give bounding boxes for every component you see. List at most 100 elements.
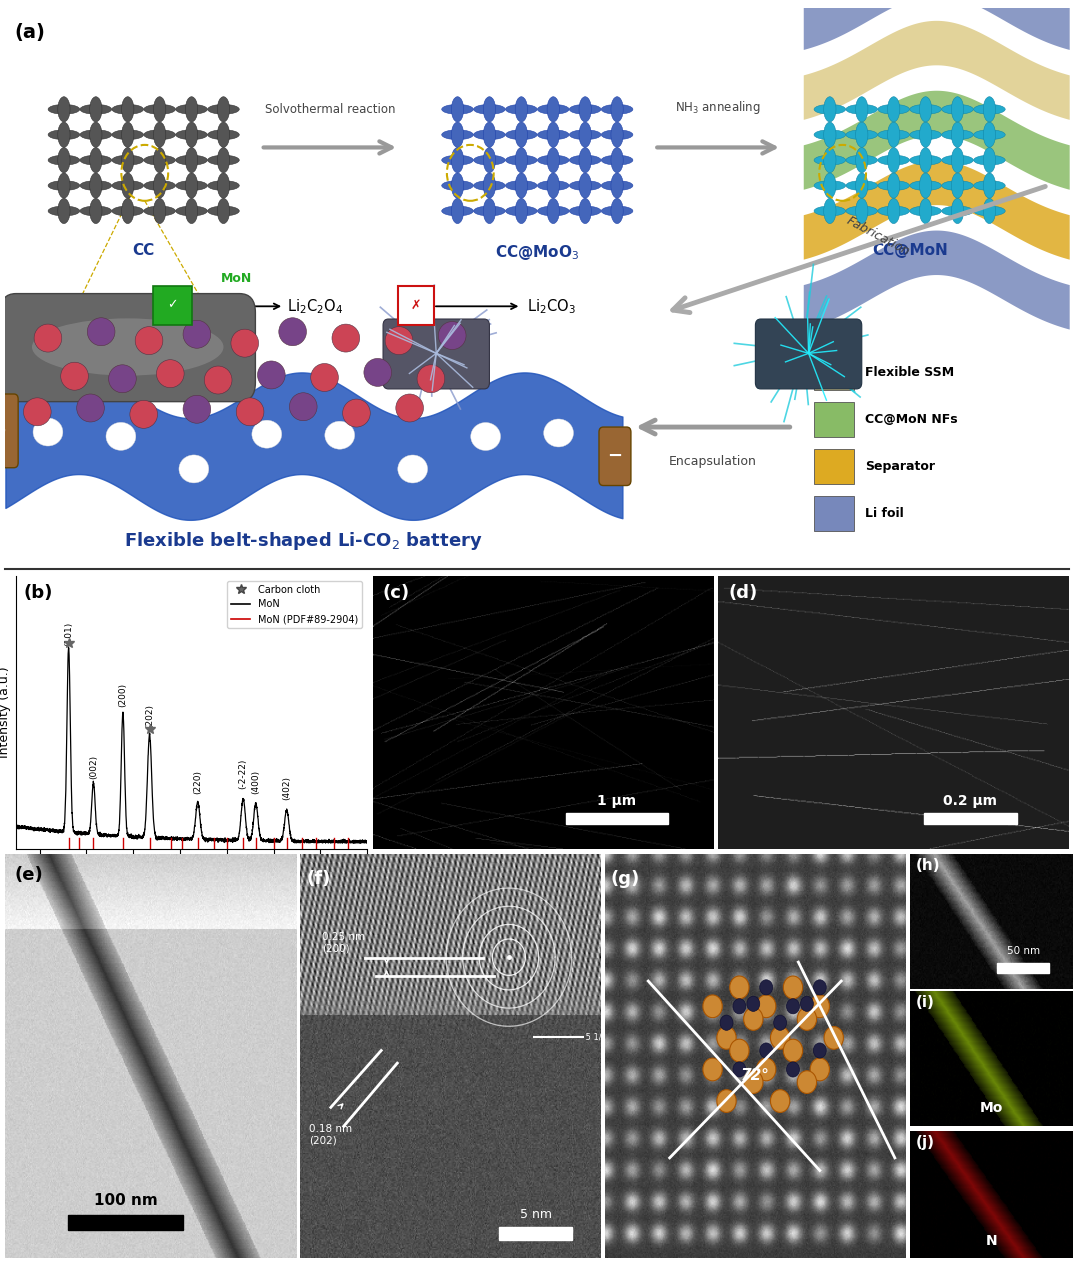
Ellipse shape: [109, 365, 136, 393]
Ellipse shape: [474, 104, 505, 114]
Ellipse shape: [442, 104, 473, 114]
Text: ✓: ✓: [167, 299, 178, 311]
Ellipse shape: [505, 206, 537, 216]
Ellipse shape: [611, 173, 623, 198]
Text: (e): (e): [14, 867, 43, 885]
Ellipse shape: [451, 173, 463, 198]
Ellipse shape: [983, 198, 996, 224]
Text: (j): (j): [916, 1135, 934, 1150]
Ellipse shape: [474, 206, 505, 216]
Ellipse shape: [483, 97, 496, 122]
Ellipse shape: [183, 395, 211, 423]
Ellipse shape: [57, 198, 70, 224]
Text: (400): (400): [252, 769, 260, 793]
Circle shape: [783, 976, 802, 999]
Circle shape: [733, 999, 746, 1014]
Text: CC: CC: [133, 243, 154, 258]
FancyBboxPatch shape: [0, 294, 255, 402]
Text: 0.18 nm
(202): 0.18 nm (202): [309, 1124, 352, 1145]
Text: −: −: [607, 447, 622, 465]
Text: Fabrication: Fabrication: [843, 215, 912, 258]
Text: (b): (b): [24, 583, 53, 602]
Ellipse shape: [909, 206, 942, 216]
FancyBboxPatch shape: [599, 427, 631, 486]
Ellipse shape: [207, 155, 240, 165]
Ellipse shape: [112, 180, 144, 191]
Circle shape: [783, 1040, 802, 1061]
Ellipse shape: [153, 173, 166, 198]
Ellipse shape: [451, 122, 463, 147]
Ellipse shape: [397, 455, 428, 483]
Ellipse shape: [569, 155, 600, 165]
Ellipse shape: [919, 147, 932, 173]
Ellipse shape: [204, 366, 232, 394]
Ellipse shape: [814, 130, 846, 140]
Circle shape: [786, 999, 799, 1014]
Ellipse shape: [49, 104, 80, 114]
Ellipse shape: [888, 173, 900, 198]
Ellipse shape: [824, 97, 836, 122]
Circle shape: [813, 1043, 826, 1057]
Text: Encapsulation: Encapsulation: [669, 455, 757, 468]
Ellipse shape: [144, 180, 175, 191]
Circle shape: [810, 1057, 829, 1080]
Ellipse shape: [855, 173, 868, 198]
Circle shape: [770, 1027, 789, 1050]
Ellipse shape: [49, 180, 80, 191]
Ellipse shape: [207, 130, 240, 140]
X-axis label: 2-theta (degree): 2-theta (degree): [140, 874, 243, 887]
Text: Li$_2$CO$_3$: Li$_2$CO$_3$: [527, 297, 576, 315]
Ellipse shape: [217, 147, 230, 173]
Ellipse shape: [87, 318, 114, 346]
FancyBboxPatch shape: [383, 319, 489, 389]
Text: 0.2 μm: 0.2 μm: [943, 794, 997, 808]
Ellipse shape: [217, 122, 230, 147]
Ellipse shape: [122, 147, 134, 173]
Circle shape: [717, 1027, 737, 1050]
Text: 100 nm: 100 nm: [94, 1193, 158, 1209]
Ellipse shape: [814, 104, 846, 114]
Text: 1 μm: 1 μm: [597, 794, 636, 808]
Ellipse shape: [35, 324, 62, 352]
Ellipse shape: [80, 180, 111, 191]
Circle shape: [756, 1057, 775, 1080]
Ellipse shape: [57, 97, 70, 122]
Ellipse shape: [602, 155, 633, 165]
Ellipse shape: [855, 97, 868, 122]
Ellipse shape: [919, 122, 932, 147]
Ellipse shape: [602, 206, 633, 216]
Circle shape: [717, 1089, 737, 1112]
Text: 50 nm: 50 nm: [1007, 946, 1040, 956]
Ellipse shape: [515, 198, 527, 224]
Text: (220): (220): [193, 769, 202, 793]
Ellipse shape: [548, 173, 559, 198]
Circle shape: [813, 980, 826, 995]
FancyBboxPatch shape: [814, 449, 854, 484]
Ellipse shape: [505, 104, 537, 114]
Ellipse shape: [855, 122, 868, 147]
Ellipse shape: [538, 206, 569, 216]
Circle shape: [797, 1070, 816, 1093]
Ellipse shape: [483, 147, 496, 173]
Ellipse shape: [176, 206, 207, 216]
Text: 0.25 nm
(200): 0.25 nm (200): [322, 932, 365, 953]
Ellipse shape: [474, 155, 505, 165]
Ellipse shape: [888, 198, 900, 224]
Circle shape: [810, 995, 829, 1018]
Y-axis label: Intensity (a.u.): Intensity (a.u.): [0, 666, 11, 759]
Text: Flexible SSM: Flexible SSM: [865, 366, 954, 379]
Ellipse shape: [231, 329, 258, 357]
Circle shape: [759, 1043, 772, 1057]
Ellipse shape: [176, 180, 207, 191]
Ellipse shape: [471, 422, 500, 450]
Ellipse shape: [579, 198, 592, 224]
Text: (a): (a): [14, 23, 44, 42]
Ellipse shape: [90, 173, 102, 198]
Ellipse shape: [505, 130, 537, 140]
Ellipse shape: [252, 421, 282, 449]
Ellipse shape: [942, 206, 973, 216]
FancyBboxPatch shape: [814, 496, 854, 531]
Ellipse shape: [311, 364, 338, 391]
Ellipse shape: [395, 394, 423, 422]
Ellipse shape: [814, 155, 846, 165]
